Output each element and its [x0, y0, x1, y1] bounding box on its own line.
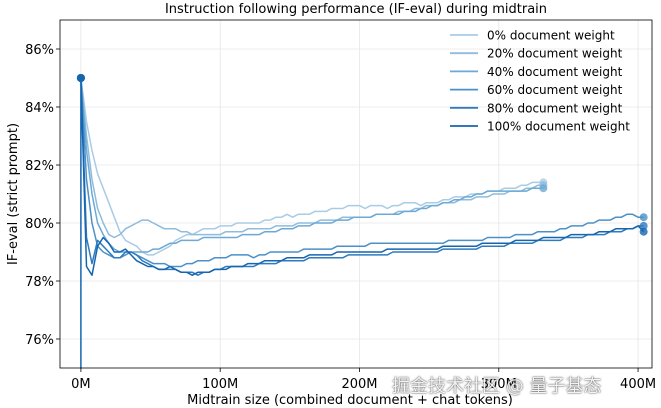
series-markers — [76, 74, 648, 236]
x-tick-label: 200M — [341, 377, 377, 392]
x-tick-label: 100M — [202, 377, 238, 392]
plot-frame — [59, 19, 653, 369]
y-tick-label: 86% — [25, 43, 54, 58]
x-tick-label: 300M — [481, 377, 517, 392]
series-end-marker — [639, 227, 648, 236]
series-line — [80, 77, 544, 256]
chart-title: Instruction following performance (IF-ev… — [165, 2, 547, 17]
grid — [60, 20, 652, 368]
series-start-marker — [76, 74, 85, 82]
series-end-marker — [639, 221, 648, 230]
y-tick-label: 78% — [25, 275, 54, 290]
y-axis-label: IF-eval (strict prompt) — [6, 123, 21, 265]
x-tick-label: 0M — [71, 377, 91, 392]
x-axis-label: Midtrain size (combined document + chat … — [187, 393, 513, 408]
legend-label: 40% document weight — [487, 65, 623, 79]
legend-label: 80% document weight — [487, 101, 623, 115]
legend: 0% document weight 20% document weight 40%… — [450, 29, 630, 134]
series-line — [80, 77, 645, 369]
x-tick-label: 400M — [620, 377, 656, 392]
watermark: 掘金技术社区 @ 量子基态 — [392, 376, 602, 397]
axes: 0M 100M 200M 300M 400M 76% 78% 80% 82% 84% 86% — [25, 19, 656, 392]
y-tick-label: 76% — [25, 333, 54, 348]
series-end-marker — [639, 213, 648, 222]
legend-label: 60% document weight — [487, 83, 623, 97]
series-line — [80, 77, 544, 239]
series-lines — [80, 77, 645, 369]
series-line — [80, 77, 644, 268]
y-tick-label: 80% — [25, 217, 54, 232]
y-tick-label: 82% — [25, 159, 54, 174]
y-tick-label: 84% — [25, 101, 54, 116]
legend-label: 20% document weight — [487, 47, 623, 61]
legend-label: 100% document weight — [487, 120, 630, 134]
series-line — [80, 77, 544, 253]
legend-label: 0% document weight — [487, 29, 615, 43]
series-end-marker — [539, 184, 548, 193]
